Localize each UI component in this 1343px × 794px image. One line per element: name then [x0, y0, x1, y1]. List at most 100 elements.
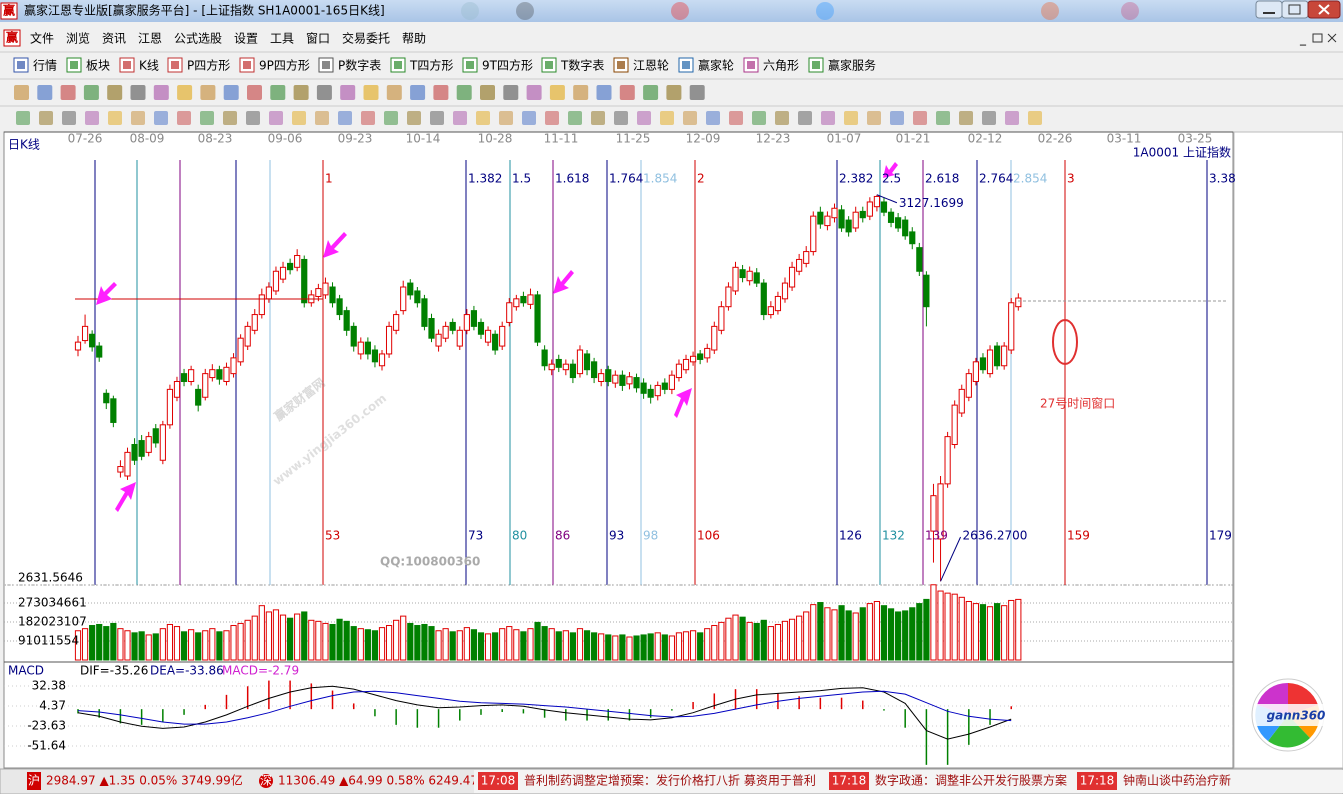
tool-button[interactable] [361, 111, 375, 125]
tool-button[interactable] [573, 85, 588, 100]
menu-item[interactable]: 交易委托 [342, 31, 390, 46]
tool-button[interactable] [457, 85, 472, 100]
tool-button[interactable] [108, 111, 122, 125]
tool-button[interactable] [37, 85, 52, 100]
tool-button[interactable] [503, 85, 518, 100]
tool-button[interactable] [775, 111, 789, 125]
tool-button[interactable] [453, 111, 467, 125]
tool-button[interactable] [338, 111, 352, 125]
tool-button[interactable] [752, 111, 766, 125]
tool-button[interactable] [821, 111, 835, 125]
tool-button[interactable] [476, 111, 490, 125]
tool-button[interactable] [660, 111, 674, 125]
tool-button[interactable] [499, 111, 513, 125]
tool-button[interactable] [1028, 111, 1042, 125]
tool-button[interactable] [317, 85, 332, 100]
toolbar-item[interactable]: 行情 [33, 59, 57, 73]
menu-item[interactable]: 公式选股 [174, 32, 222, 46]
tool-button[interactable] [131, 85, 146, 100]
tool-button[interactable] [247, 85, 262, 100]
tool-button[interactable] [39, 111, 53, 125]
menu-item[interactable]: 文件 [30, 31, 54, 46]
toolbar-item[interactable]: P数字表 [338, 58, 381, 73]
tool-button[interactable] [387, 85, 402, 100]
tool-button[interactable] [982, 111, 996, 125]
tool-button[interactable] [340, 85, 355, 100]
tool-button[interactable] [643, 85, 658, 100]
menu-item[interactable]: 浏览 [66, 31, 90, 46]
tool-button[interactable] [706, 111, 720, 125]
tool-button[interactable] [867, 111, 881, 125]
tool-button[interactable] [200, 111, 214, 125]
tool-button[interactable] [154, 111, 168, 125]
tool-button[interactable] [270, 85, 285, 100]
menu-item[interactable]: 帮助 [402, 32, 426, 46]
news-headline[interactable]: 数字政通：调整非公开发行股票方案 [875, 773, 1067, 788]
tool-button[interactable] [527, 85, 542, 100]
tool-button[interactable] [666, 85, 681, 100]
toolbar-item[interactable]: P四方形 [187, 58, 230, 73]
maximize-button[interactable] [1282, 1, 1308, 18]
tool-button[interactable] [591, 111, 605, 125]
tool-button[interactable] [16, 111, 30, 125]
mdi-restore[interactable] [1313, 34, 1322, 42]
toolbar-item[interactable]: 赢家轮 [698, 58, 734, 73]
toolbar-item[interactable]: T数字表 [560, 58, 604, 73]
tool-button[interactable] [433, 85, 448, 100]
tool-button[interactable] [913, 111, 927, 125]
menu-item[interactable]: 工具 [270, 32, 294, 46]
tool-button[interactable] [315, 111, 329, 125]
tool-button[interactable] [1005, 111, 1019, 125]
tool-button[interactable] [131, 111, 145, 125]
toolbar-item[interactable]: 赢家服务 [828, 58, 876, 73]
tool-button[interactable] [614, 111, 628, 125]
tool-button[interactable] [384, 111, 398, 125]
menu-item[interactable]: 江恩 [138, 32, 162, 46]
tool-button[interactable] [107, 85, 122, 100]
tool-button[interactable] [959, 111, 973, 125]
tool-button[interactable] [410, 85, 425, 100]
tool-button[interactable] [729, 111, 743, 125]
tool-button[interactable] [62, 111, 76, 125]
menu-item[interactable]: 资讯 [102, 32, 126, 46]
tool-button[interactable] [223, 111, 237, 125]
tool-button[interactable] [480, 85, 495, 100]
tool-button[interactable] [407, 111, 421, 125]
tool-button[interactable] [936, 111, 950, 125]
tool-button[interactable] [798, 111, 812, 125]
tool-button[interactable] [200, 85, 215, 100]
toolbar-item[interactable]: 9P四方形 [259, 58, 310, 73]
tool-button[interactable] [364, 85, 379, 100]
toolbar-item[interactable]: 9T四方形 [482, 58, 533, 73]
tool-button[interactable] [224, 85, 239, 100]
tool-button[interactable] [568, 111, 582, 125]
news-headline[interactable]: 钟南山谈中药治疗新 [1123, 773, 1231, 788]
toolbar-item[interactable]: 六角形 [763, 59, 799, 73]
tool-button[interactable] [154, 85, 169, 100]
tool-button[interactable] [177, 111, 191, 125]
menu-item[interactable]: 设置 [234, 32, 258, 46]
tool-button[interactable] [844, 111, 858, 125]
tool-button[interactable] [620, 85, 635, 100]
news-headline[interactable]: 普利制药调整定增预案：发行价格打八折 募资用于普利 [524, 773, 816, 788]
toolbar-item[interactable]: 板块 [86, 59, 110, 73]
minimize-button[interactable] [1256, 1, 1282, 18]
tool-button[interactable] [430, 111, 444, 125]
tool-button[interactable] [550, 85, 565, 100]
tool-button[interactable] [690, 85, 705, 100]
tool-button[interactable] [292, 111, 306, 125]
tool-button[interactable] [61, 85, 76, 100]
tool-button[interactable] [85, 111, 99, 125]
tool-button[interactable] [269, 111, 283, 125]
tool-button[interactable] [545, 111, 559, 125]
mdi-close[interactable] [1328, 34, 1336, 42]
tool-button[interactable] [890, 111, 904, 125]
tool-button[interactable] [84, 85, 99, 100]
menu-item[interactable]: 窗口 [306, 32, 330, 46]
tool-button[interactable] [246, 111, 260, 125]
tool-button[interactable] [294, 85, 309, 100]
tool-button[interactable] [597, 85, 612, 100]
tool-button[interactable] [14, 85, 29, 100]
toolbar-item[interactable]: T四方形 [409, 58, 453, 73]
tool-button[interactable] [637, 111, 651, 125]
